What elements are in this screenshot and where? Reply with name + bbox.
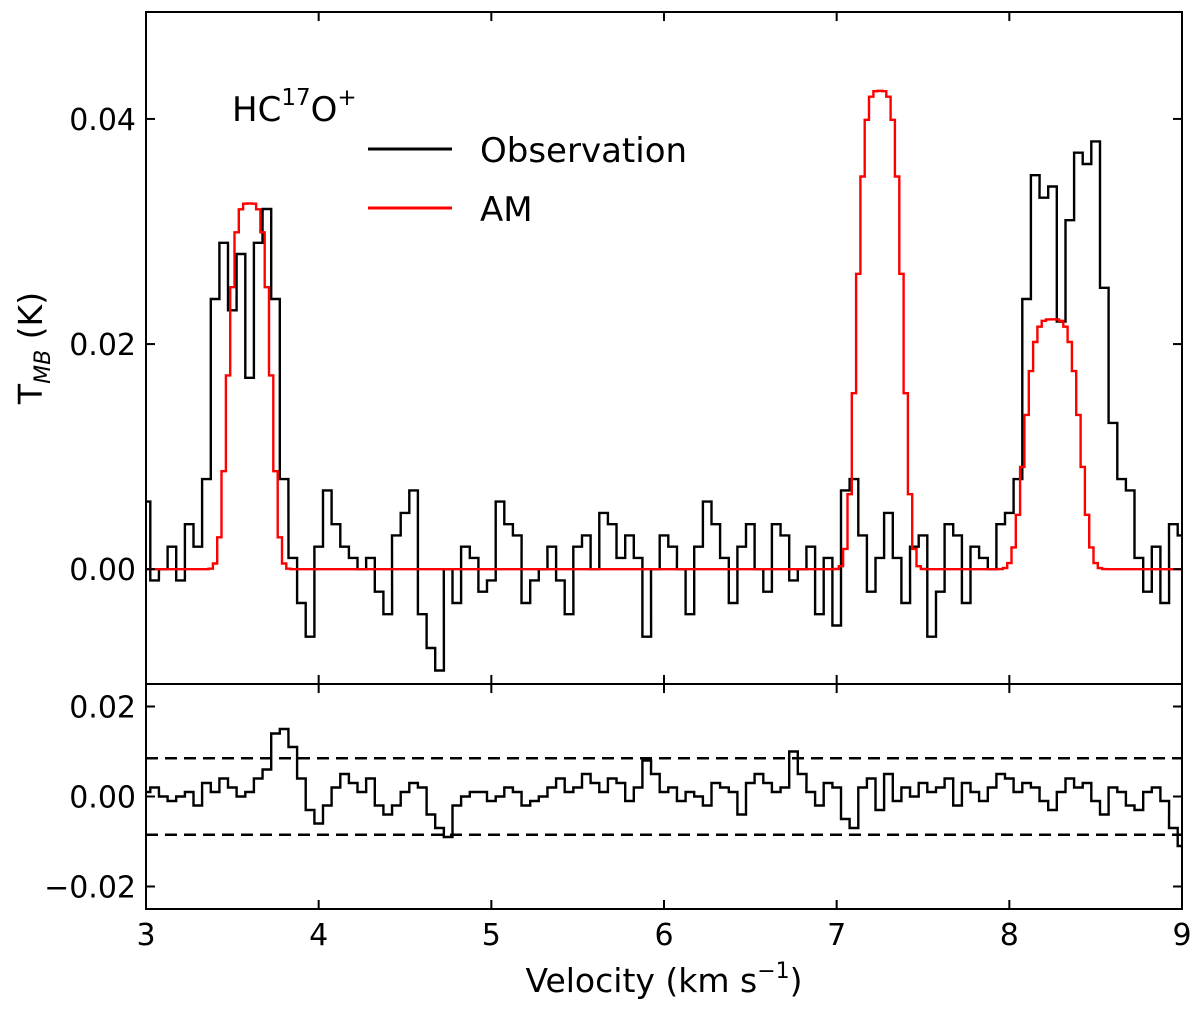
main-plot-frame [145,11,1183,685]
y-axis-title: TMB (K) [11,292,56,405]
main-ytick-label: 0.00 [69,553,136,588]
legend-label-am: AM [480,190,533,230]
residual-ytick-label: −0.02 [44,871,136,906]
residual-plot-frame [145,683,1183,910]
molecule-label: HC17O+ [232,85,357,130]
series-observation [146,140,1182,672]
xtick-label: 7 [827,918,846,953]
xtick-label: 8 [1000,918,1019,953]
series-residual [146,727,1182,848]
x-axis-title: Velocity (km s−1) [525,959,802,1000]
residual-panel: −0.02 0.00 0.02 3 4 5 6 7 8 9 Velocity (km s−1) [44,683,1192,1000]
xtick-label: 9 [1172,918,1191,953]
xtick-label: 4 [309,918,328,953]
xtick-label: 3 [136,918,155,953]
main-panel: 0.00 0.02 0.04 TMB (K) HC17O+ Observation … [11,11,1183,685]
legend: Observation AM [368,131,687,230]
xtick-label: 6 [654,918,673,953]
series-am [146,89,1182,571]
main-ytick-label: 0.04 [69,103,136,138]
residual-ytick-label: 0.02 [69,691,136,726]
legend-label-observation: Observation [480,131,687,171]
main-ytick-label: 0.02 [69,328,136,363]
residual-ytick-label: 0.00 [69,781,136,816]
xtick-label: 5 [482,918,501,953]
